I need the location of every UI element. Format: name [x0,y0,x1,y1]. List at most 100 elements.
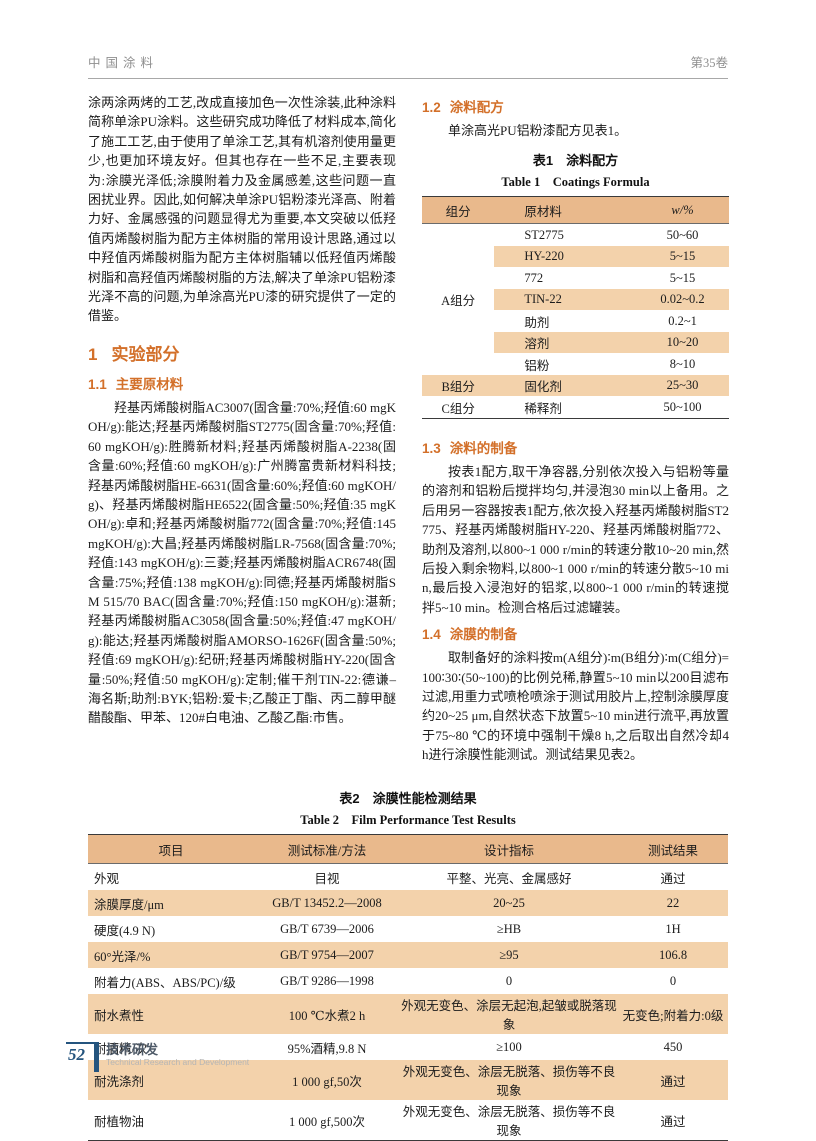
table-cell: 涂膜厚度/μm [88,890,254,916]
table-cell: 22 [618,890,728,916]
table-header-cell: 组分 [422,196,495,225]
table-row: 硬度(4.9 N) GB/T 6739—2006 ≥HB 1H [88,916,728,942]
footer-section: 技术研发 Technical Research and Development [99,1042,249,1068]
table-row: 耐洗涤剂 1 000 gf,50次 外观无变色、涂层无脱落、损伤等不良现象 通过 [88,1060,728,1100]
table-cell: 0.2~1 [668,313,697,328]
section-title: 涂料的制备 [449,440,518,456]
table-cell: GB/T 6739—2006 [280,921,374,936]
section-number: 1.3 [422,440,441,456]
table-cell: TIN-22 [494,288,637,311]
materials-paragraph: 羟基丙烯酸树脂AC3007(固含量:70%;羟值:60 mgKOH/g):能达;… [88,399,396,726]
footer-divider-bar [94,1042,99,1072]
table-cell: 无变色;附着力:0级 [618,994,728,1034]
table-row: 铝粉 8~10 [422,353,729,375]
table1-caption-cn: 表1 涂料配方 [532,153,619,169]
table-cell: ≥100 [496,1039,522,1054]
table-header-cell: 测试结果 [618,834,728,864]
table-cell: 平整、光亮、金属感好 [446,871,572,886]
left-column: 涂两涂两烤的工艺,改成直接加色一次性涂装,此种涂料简称单涂PU涂料。这些研究成功… [88,93,396,728]
section-1-4-text: 取制备好的涂料按m(A组分)∶m(B组分)∶m(C组分)=100∶30∶(50~… [422,650,729,763]
table-cell: 铝粉 [524,358,550,373]
table-cell: 10~20 [636,331,729,354]
table-header-row: 组分 原材料 w/% [422,196,729,225]
section-1-3-text: 按表1配方,取干净容器,分别依次投入与铝粉等量的溶剂和铝粉后搅拌均匀,并浸泡30… [422,463,729,615]
table-cell: 通过 [660,871,686,886]
table1-coatings-formula: 组分 原材料 w/% A组分 ST2775 50~60 HY-220 5~15 … [422,196,729,419]
section-title: 主要原材料 [115,376,184,392]
table-row: 耐水煮性 100 ℃水煮2 h 外观无变色、涂层无起泡,起皱或脱落现象 无变色;… [88,994,728,1034]
table-row: 外观 目视 平整、光亮、金属感好 通过 [88,864,728,891]
table-cell-group: A组分 [441,294,476,309]
table-cell: 106.8 [618,942,728,968]
table-row: 耐植物油 1 000 gf,500次 外观无变色、涂层无脱落、损伤等不良现象 通… [88,1100,728,1141]
table2-caption-cn: 表2 涂膜性能检测结果 [339,791,477,806]
section-number: 1.2 [422,100,441,115]
table-cell: GB/T 9754—2007 [254,942,400,968]
table-cell: 5~15 [636,245,729,268]
table-cell: 外观无变色、涂层无脱落、损伤等不良现象 [400,1060,618,1100]
table-cell: 目视 [314,871,340,886]
table-cell: ≥HB [496,921,522,936]
table-header-cell: 原材料 [494,196,637,225]
table-cell: 0 [505,973,513,988]
page-number-box: 52 [66,1042,94,1065]
table-cell: 附着力(ABS、ABS/PC)/级 [94,975,236,990]
table-cell: 450 [663,1039,683,1054]
table-cell: 0.02~0.2 [636,288,729,311]
section-title: 涂膜的制备 [449,627,518,643]
table-cell: 772 [524,270,544,285]
table-cell: 稀释剂 [524,401,562,416]
table-cell: 50~60 [666,227,699,242]
table-cell: 8~10 [669,356,696,371]
table-cell: HY-220 [494,245,637,268]
table-row: 772 5~15 [422,267,729,289]
table-cell-group: B组分 [422,374,495,397]
table-cell: ≥95 [400,942,618,968]
table-row: 溶剂 10~20 [422,331,729,354]
table-cell: 外观无变色、涂层无脱落、损伤等不良现象 [402,1105,616,1138]
section-1-1-heading: 1.1 主要原材料 [88,373,396,393]
table-row: C组分 稀释剂 50~100 [422,396,729,418]
table-cell: 外观 [94,871,120,886]
table-row: HY-220 5~15 [422,245,729,268]
page-footer: 52 技术研发 Technical Research and Developme… [66,1042,249,1072]
section-1-4-heading: 1.4 涂膜的制备 [422,623,729,643]
table-header-cell: 设计指标 [400,834,618,864]
table-cell: 1 000 gf,50次 [254,1060,400,1100]
table-cell: 固化剂 [494,374,637,397]
table-cell: 95%酒精,9.8 N [287,1041,367,1056]
table-cell: 助剂 [524,315,550,330]
table-cell: 100 ℃水煮2 h [254,994,400,1034]
table-row: TIN-22 0.02~0.2 [422,288,729,311]
table-cell: 溶剂 [494,331,637,354]
section-number: 1.1 [88,376,107,392]
table-row: 助剂 0.2~1 [422,310,729,332]
table-header-row: 项目 测试标准/方法 设计指标 测试结果 [88,834,728,864]
table-row: A组分 ST2775 50~60 [422,224,729,309]
intro-paragraph: 涂两涂两烤的工艺,改成直接加色一次性涂装,此种涂料简称单涂PU涂料。这些研究成功… [88,95,396,324]
table-cell: GB/T 9286—1998 [280,973,374,988]
right-column: 1.2 涂料配方 单涂高光PU铝粉漆配方见表1。 表1 涂料配方 Table 1 … [422,96,729,765]
table-row: 60°光泽/% GB/T 9754—2007 ≥95 106.8 [88,942,728,968]
table-cell: 耐酒精/次 [94,1041,148,1056]
table-cell: 硬度(4.9 N) [94,923,156,938]
table-row: B组分 固化剂 25~30 [422,374,729,397]
volume-label: 第35卷 [690,56,728,70]
footer-section-en: Technical Research and Development [106,1057,250,1067]
table-cell: 1H [665,921,681,936]
table-cell: 耐水煮性 [88,994,254,1034]
table2-caption-en: Table 2 Film Performance Test Results [300,813,516,827]
table1-caption-en: Table 1 Coatings Formula [501,175,650,190]
journal-title: 中国涂料 [88,56,159,70]
footer-section-cn: 技术研发 [106,1042,159,1057]
table-header-cell: 测试标准/方法 [254,834,400,864]
table-cell: 60°光泽/% [88,942,254,968]
table-cell: 50~100 [663,399,702,414]
table-header-cell: 项目 [88,834,254,864]
table-cell: 外观无变色、涂层无起泡,起皱或脱落现象 [400,994,618,1034]
table2-film-performance: 项目 测试标准/方法 设计指标 测试结果 外观 目视 平整、光亮、金属感好 通过… [88,834,728,1141]
table-cell: 25~30 [636,374,729,397]
table-cell: 通过 [618,1060,728,1100]
table-cell: ST2775 [524,227,564,242]
section-1-2-text: 单涂高光PU铝粉漆配方见表1。 [448,123,628,138]
